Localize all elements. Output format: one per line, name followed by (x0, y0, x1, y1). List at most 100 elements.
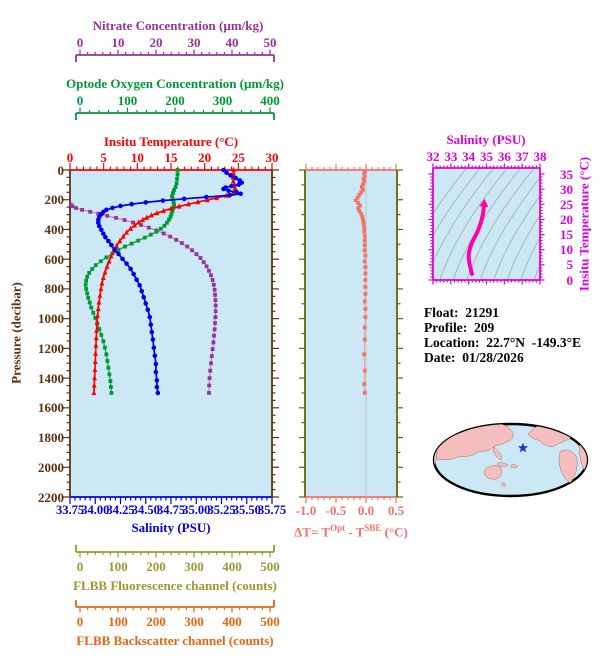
tick-label: 30 (560, 181, 573, 197)
tick-label: 37 (515, 149, 529, 164)
delta-t-title-sup-opt: Opt (330, 523, 346, 533)
tick-label: 35.00 (182, 503, 211, 517)
tick-label: 32 (426, 149, 440, 164)
tick-label: 34.50 (131, 503, 160, 517)
tick-label: 33.75 (55, 503, 85, 517)
tick-label: 15 (560, 227, 573, 243)
location-line: Location: 22.7°N -149.3°E (424, 335, 582, 350)
tick-label: 34.25 (106, 503, 135, 517)
tick-label: 0 (76, 93, 84, 108)
temperature-axis-title: Insitu Temperature (°C) (103, 134, 239, 149)
tick-label: 2000 (38, 459, 64, 475)
tick-label: 50 (263, 35, 277, 50)
tick-label: 35.25 (207, 503, 236, 517)
ts-salinity-axis-title: Salinity (PSU) (446, 132, 526, 147)
tick-label: 1800 (38, 430, 64, 446)
tick-label: 0 (76, 35, 84, 50)
tick-label: 30 (187, 35, 201, 50)
nitrate-axis-title: Nitrate Concentration (µm/kg) (92, 18, 264, 33)
tick-label: 34.00 (81, 503, 110, 517)
tick-label: 200 (165, 93, 185, 108)
tick-label: 25 (560, 196, 573, 212)
ts-temperature-axis-title: Insitu Temperature (°C) (576, 156, 592, 292)
tick-label: 2200 (38, 489, 64, 505)
tick-label: 1400 (38, 370, 64, 386)
tick-label: 0.5 (387, 503, 405, 518)
profile-number-line: Profile: 209 (424, 320, 495, 335)
tick-label: 0 (566, 272, 574, 288)
tick-label: 100 (108, 614, 128, 629)
tick-label: 100 (117, 93, 138, 108)
tick-label: 0 (76, 559, 84, 574)
tick-label: 200 (146, 614, 166, 629)
delta-t-axis-title: ΔT= TOpt - TSBE (°C) (286, 521, 416, 539)
tick-label: 40 (225, 35, 239, 50)
tick-label: 300 (212, 93, 233, 108)
tick-label: 36 (497, 149, 511, 164)
tick-label: 800 (44, 281, 65, 297)
map-seasia-indonesia (492, 446, 519, 468)
world-map (432, 422, 589, 498)
map-greenland (569, 425, 579, 433)
tick-label: 35 (560, 166, 573, 182)
tick-label: 0.0 (357, 503, 375, 518)
tick-label: 0 (76, 614, 84, 629)
fluorescence-axis-title: FLBB Fluorescence channel (counts) (73, 578, 277, 593)
tick-label: -0.5 (325, 503, 347, 518)
tick-label: 200 (146, 559, 166, 574)
main-plot-background (70, 170, 272, 497)
tick-label: 400 (222, 559, 242, 574)
tick-label: 5 (100, 150, 107, 165)
backscatter-axis-title: FLBB Backscatter channel (counts) (76, 633, 274, 648)
tick-label: 500 (260, 559, 280, 574)
float-location-star (517, 442, 529, 453)
tick-label: 5 (566, 257, 574, 273)
tick-label: 400 (260, 93, 280, 108)
tick-label: 1000 (38, 311, 64, 327)
tick-label: 15 (164, 150, 178, 165)
date-line: Date: 01/28/2026 (424, 350, 524, 365)
tick-label: 34.75 (156, 503, 186, 517)
map-southamerica (558, 449, 578, 484)
map-newzealand (501, 482, 506, 487)
tick-label: 10 (560, 242, 573, 258)
tick-label: 10 (111, 35, 125, 50)
map-australia (483, 465, 502, 480)
tick-label: 25 (231, 150, 245, 165)
tick-label: 34 (462, 149, 476, 164)
tick-label: 20 (560, 211, 573, 227)
tick-label: 20 (198, 150, 212, 165)
pressure-axis-title: Pressure (decibar) (8, 282, 24, 384)
profile-curves-layer (68, 166, 489, 396)
tick-label: 200 (44, 192, 65, 208)
tick-label: 33 (444, 149, 458, 164)
delta-t-title-sup-sbe: SBE (364, 523, 382, 533)
tick-label: 0 (57, 162, 65, 178)
tick-label: 300 (184, 559, 204, 574)
tick-label: 30 (265, 150, 279, 165)
tick-label: 300 (184, 614, 204, 629)
tick-label: 35.50 (232, 503, 261, 517)
tick-label: 500 (260, 614, 280, 629)
tick-label: 100 (108, 559, 128, 574)
float-id-line: Float: 21291 (424, 305, 499, 320)
tick-label: 20 (149, 35, 163, 50)
tick-label: 1200 (38, 340, 64, 356)
tick-label: 0 (66, 150, 74, 165)
salinity-axis-title: Salinity (PSU) (131, 520, 211, 535)
tick-label: 38 (533, 149, 547, 164)
tick-label: 400 (44, 221, 65, 237)
tick-label: 35 (480, 149, 493, 164)
delta-t-plot-background (305, 170, 397, 497)
ts-plot-background (433, 168, 540, 280)
oxygen-axis-title: Optode Oxygen Concentration (µm/kg) (65, 76, 284, 91)
tick-label: 35.75 (257, 503, 287, 517)
delta-t-title-mid: - T (345, 524, 365, 540)
delta-t-title-post: (°C) (381, 524, 408, 540)
axes-layer (63, 49, 545, 613)
tick-label: 600 (44, 251, 65, 267)
tick-label: 10 (130, 150, 144, 165)
delta-t-title-pre: ΔT= T (294, 524, 331, 540)
